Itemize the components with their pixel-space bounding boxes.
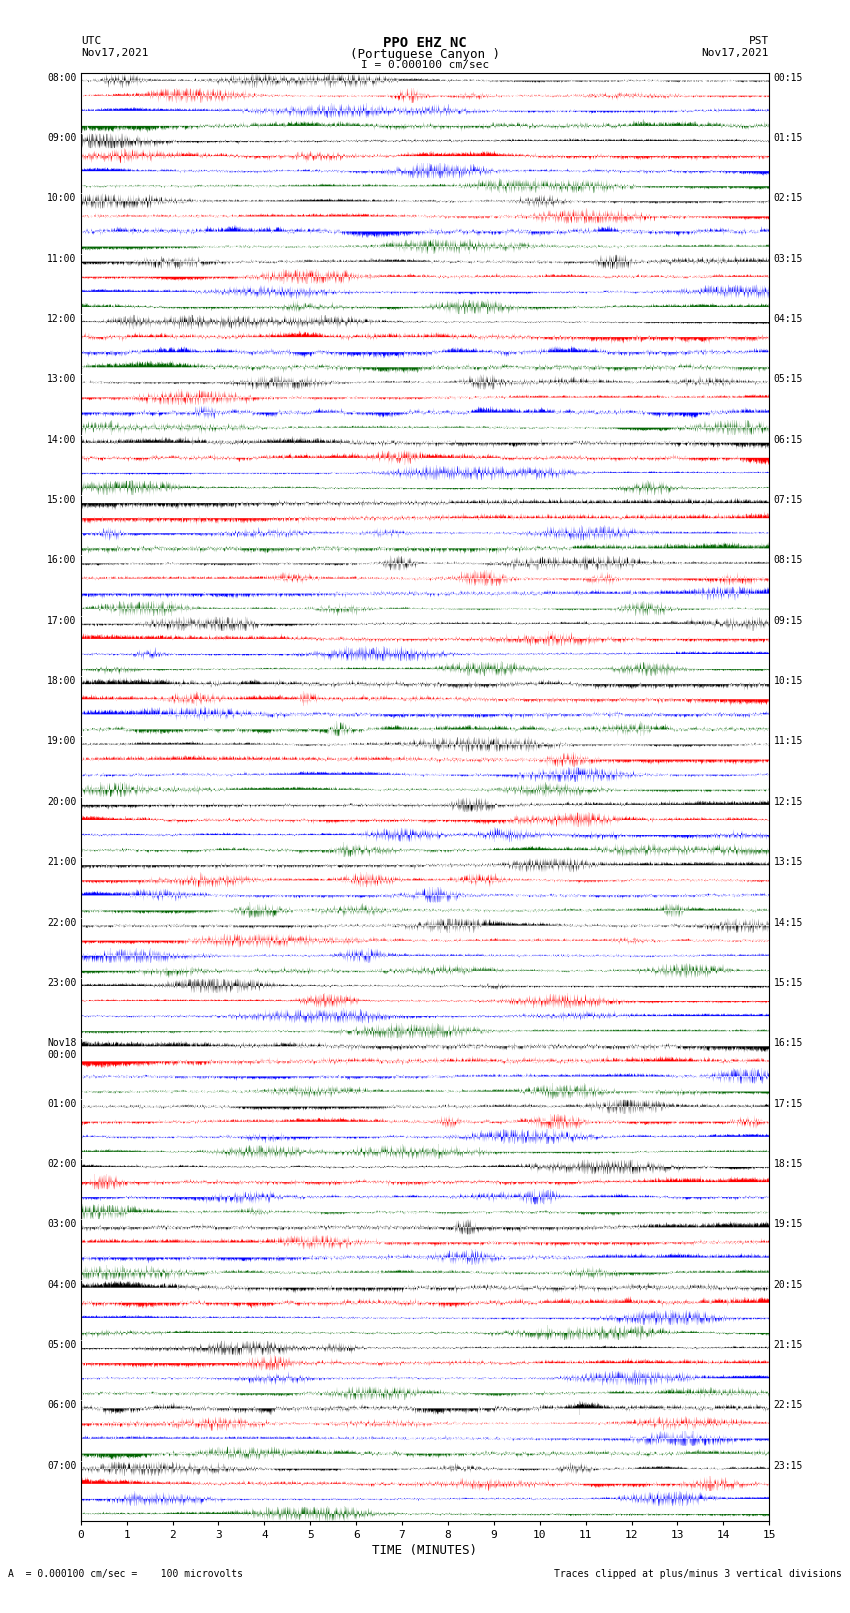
Text: 06:15: 06:15	[774, 434, 803, 445]
Text: 19:00: 19:00	[47, 737, 76, 747]
Text: 05:15: 05:15	[774, 374, 803, 384]
Text: 14:15: 14:15	[774, 918, 803, 927]
Text: 19:15: 19:15	[774, 1219, 803, 1229]
Text: 22:15: 22:15	[774, 1400, 803, 1410]
Text: 04:00: 04:00	[47, 1279, 76, 1290]
Text: 21:00: 21:00	[47, 857, 76, 868]
X-axis label: TIME (MINUTES): TIME (MINUTES)	[372, 1544, 478, 1557]
Text: 17:00: 17:00	[47, 616, 76, 626]
Text: 20:00: 20:00	[47, 797, 76, 806]
Text: 10:00: 10:00	[47, 194, 76, 203]
Text: 16:00: 16:00	[47, 555, 76, 566]
Text: 13:00: 13:00	[47, 374, 76, 384]
Text: 02:00: 02:00	[47, 1158, 76, 1169]
Text: Traces clipped at plus/minus 3 vertical divisions: Traces clipped at plus/minus 3 vertical …	[553, 1569, 842, 1579]
Text: A  = 0.000100 cm/sec =    100 microvolts: A = 0.000100 cm/sec = 100 microvolts	[8, 1569, 243, 1579]
Text: 17:15: 17:15	[774, 1098, 803, 1108]
Text: 04:15: 04:15	[774, 315, 803, 324]
Text: 03:15: 03:15	[774, 253, 803, 263]
Text: 13:15: 13:15	[774, 857, 803, 868]
Text: Nov17,2021: Nov17,2021	[702, 48, 769, 58]
Text: 11:15: 11:15	[774, 737, 803, 747]
Text: 23:15: 23:15	[774, 1461, 803, 1471]
Text: 00:15: 00:15	[774, 73, 803, 82]
Text: Nov17,2021: Nov17,2021	[81, 48, 148, 58]
Text: 09:15: 09:15	[774, 616, 803, 626]
Text: 12:00: 12:00	[47, 315, 76, 324]
Text: 07:15: 07:15	[774, 495, 803, 505]
Text: 05:00: 05:00	[47, 1340, 76, 1350]
Text: Nov18
00:00: Nov18 00:00	[47, 1039, 76, 1060]
Text: 18:00: 18:00	[47, 676, 76, 686]
Text: 18:15: 18:15	[774, 1158, 803, 1169]
Text: 06:00: 06:00	[47, 1400, 76, 1410]
Text: 23:00: 23:00	[47, 977, 76, 987]
Text: 03:00: 03:00	[47, 1219, 76, 1229]
Text: 08:15: 08:15	[774, 555, 803, 566]
Text: I = 0.000100 cm/sec: I = 0.000100 cm/sec	[361, 60, 489, 69]
Text: 16:15: 16:15	[774, 1039, 803, 1048]
Text: 11:00: 11:00	[47, 253, 76, 263]
Text: 07:00: 07:00	[47, 1461, 76, 1471]
Text: PST: PST	[749, 37, 769, 47]
Text: 10:15: 10:15	[774, 676, 803, 686]
Text: 20:15: 20:15	[774, 1279, 803, 1290]
Text: 15:15: 15:15	[774, 977, 803, 987]
Text: 21:15: 21:15	[774, 1340, 803, 1350]
Text: 01:00: 01:00	[47, 1098, 76, 1108]
Text: 15:00: 15:00	[47, 495, 76, 505]
Text: 22:00: 22:00	[47, 918, 76, 927]
Text: 14:00: 14:00	[47, 434, 76, 445]
Text: PPO EHZ NC: PPO EHZ NC	[383, 37, 467, 50]
Text: 09:00: 09:00	[47, 132, 76, 144]
Text: UTC: UTC	[81, 37, 101, 47]
Text: 02:15: 02:15	[774, 194, 803, 203]
Text: 01:15: 01:15	[774, 132, 803, 144]
Text: 12:15: 12:15	[774, 797, 803, 806]
Text: 08:00: 08:00	[47, 73, 76, 82]
Text: (Portuguese Canyon ): (Portuguese Canyon )	[350, 48, 500, 61]
